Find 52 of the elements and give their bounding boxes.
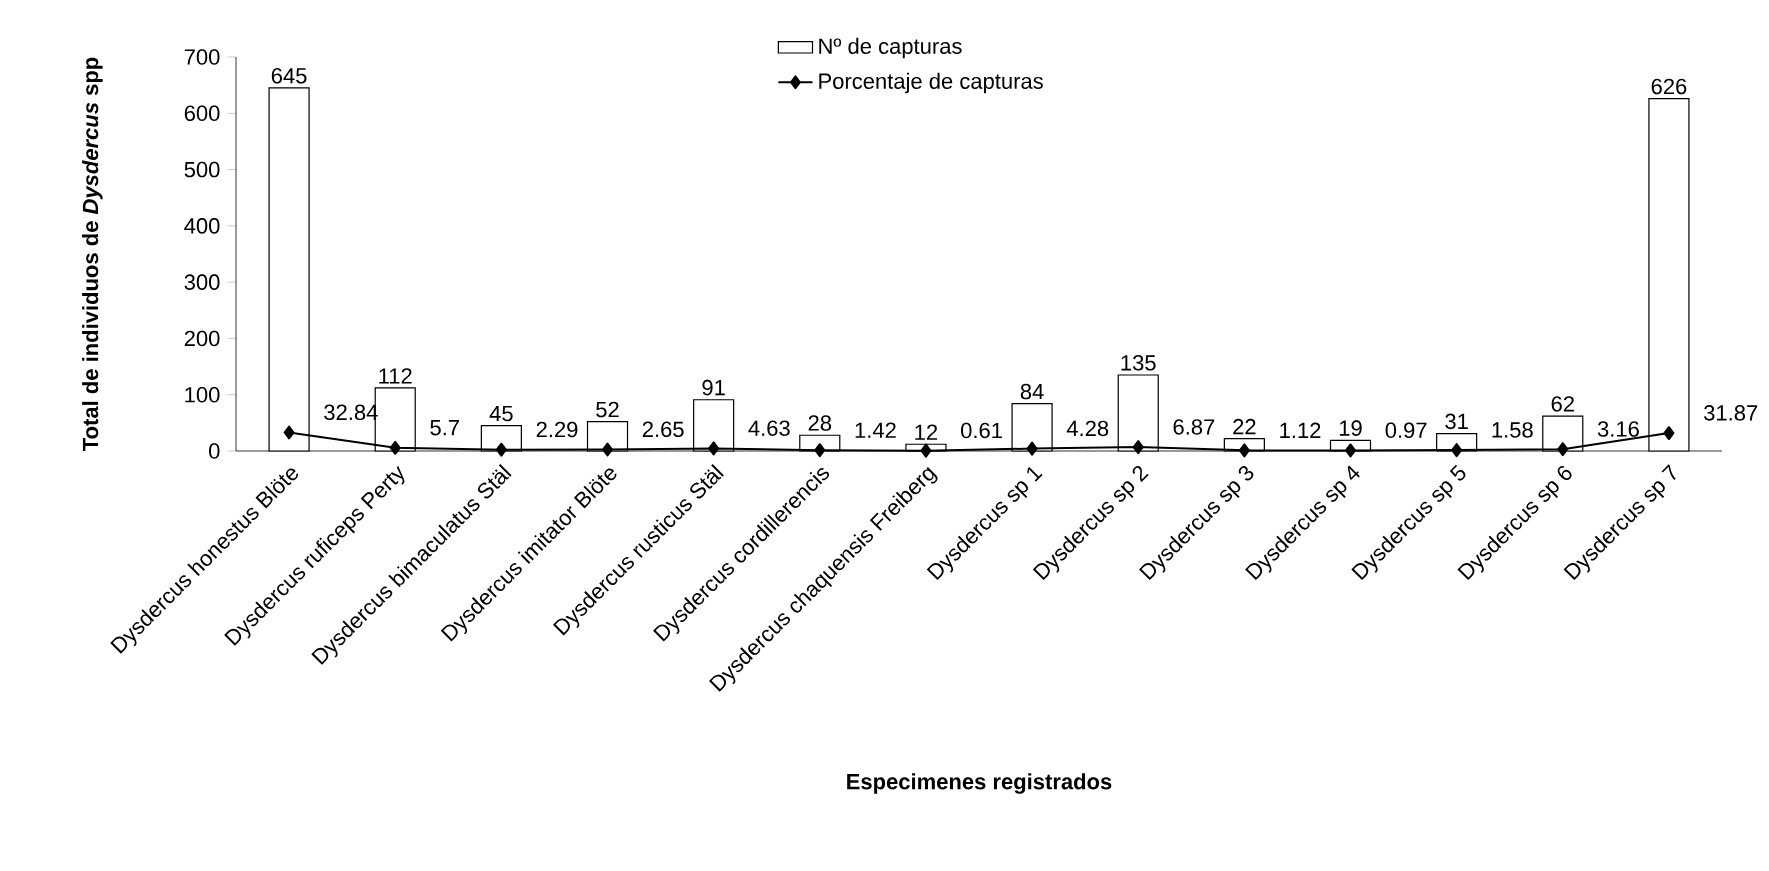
- x-axis-title: Especimenes registrados: [847, 773, 1112, 794]
- data-label: 4.28: [1066, 420, 1109, 437]
- point: [283, 425, 295, 440]
- y-tick-label: 100: [185, 386, 220, 403]
- data-label: 45: [489, 405, 513, 422]
- data-label: 0.61: [961, 422, 1002, 439]
- data-label: 62: [1551, 396, 1574, 412]
- data-label: 91: [702, 379, 725, 396]
- data-label: 5.7: [430, 420, 459, 436]
- data-label: 31.87: [1704, 405, 1758, 421]
- legend-label: Nº de capturas: [819, 37, 962, 59]
- point: [1557, 442, 1569, 457]
- data-label: 52: [596, 401, 619, 418]
- data-label: 0.97: [1385, 422, 1427, 439]
- point: [1132, 440, 1144, 455]
- y-axis-title: Total de individuos de Dysdercus spp: [82, 57, 103, 451]
- data-label: 4.63: [748, 420, 790, 436]
- y-tick-label: 300: [184, 274, 220, 290]
- point: [602, 442, 613, 457]
- point: [1238, 443, 1250, 458]
- data-label: 645: [271, 68, 307, 84]
- data-label: 28: [808, 415, 832, 431]
- data-label: 19: [1339, 420, 1362, 436]
- point: [389, 440, 401, 455]
- data-label: 1.12: [1280, 422, 1321, 438]
- data-label: 6.87: [1173, 419, 1215, 435]
- data-label: 1.58: [1492, 422, 1533, 438]
- data-label: 22: [1233, 418, 1256, 435]
- point: [1345, 443, 1356, 458]
- data-label: 3.16: [1597, 421, 1639, 437]
- point: [920, 443, 932, 458]
- data-label: 31: [1445, 413, 1468, 430]
- y-tick-label: 200: [184, 330, 220, 347]
- data-label: 84: [1020, 383, 1044, 400]
- data-label: 626: [1651, 78, 1687, 95]
- data-label: 112: [379, 368, 412, 384]
- data-label: 2.65: [642, 421, 684, 438]
- y-tick-label: 600: [184, 105, 220, 122]
- y-tick-label: 700: [184, 49, 220, 65]
- legend-label: Porcentaje de capturas: [819, 72, 1043, 94]
- point: [495, 442, 507, 457]
- data-label: 2.29: [536, 421, 578, 438]
- data-label: 12: [915, 424, 938, 440]
- point: [1663, 426, 1675, 441]
- y-tick-label: 0: [209, 443, 220, 459]
- data-label: 135: [1121, 355, 1156, 371]
- point: [1451, 443, 1463, 458]
- point: [708, 441, 720, 456]
- y-tick-label: 500: [184, 161, 220, 178]
- y-tick-label: 400: [184, 218, 220, 234]
- data-label: 1.42: [855, 422, 896, 438]
- point: [1026, 441, 1038, 456]
